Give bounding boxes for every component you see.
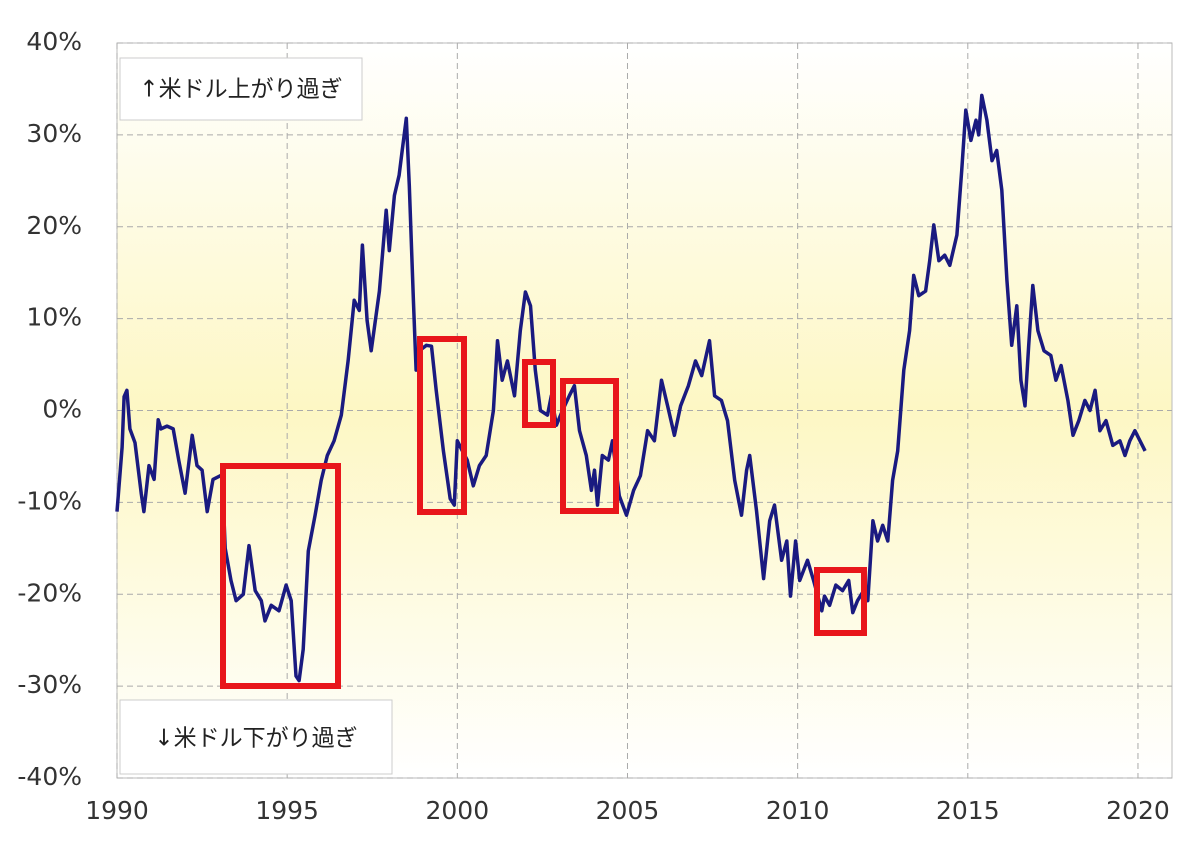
y-tick-label: -30% — [17, 670, 82, 699]
x-tick-label: 2010 — [766, 796, 830, 825]
x-tick-label: 2015 — [936, 796, 1000, 825]
highlight-box — [220, 463, 341, 689]
y-tick-label: 40% — [26, 27, 82, 56]
highlight-box — [522, 359, 556, 428]
annotation: ↑米ドル上がり過ぎ — [139, 77, 342, 103]
y-tick-label: -40% — [17, 762, 82, 791]
highlight-box — [560, 378, 619, 514]
highlight-boxes — [220, 336, 867, 689]
x-tick-label: 2000 — [426, 796, 490, 825]
y-tick-label: 30% — [26, 119, 82, 148]
x-tick-label: 2020 — [1106, 796, 1170, 825]
y-tick-label: 0% — [42, 395, 82, 424]
highlight-box — [417, 336, 467, 515]
x-tick-label: 2005 — [596, 796, 660, 825]
annotation-box — [119, 699, 393, 775]
y-tick-label: 20% — [26, 211, 82, 240]
y-tick-label: 10% — [26, 303, 82, 332]
x-tick-label: 1990 — [85, 796, 149, 825]
annotation-box — [119, 57, 363, 121]
plot-area — [116, 42, 1173, 779]
y-tick-label: -20% — [17, 578, 82, 607]
annotation: ↓米ドル下がり過ぎ — [154, 726, 357, 752]
y-tick-label: -10% — [17, 486, 82, 515]
highlight-box — [814, 567, 867, 636]
x-tick-label: 1995 — [255, 796, 319, 825]
